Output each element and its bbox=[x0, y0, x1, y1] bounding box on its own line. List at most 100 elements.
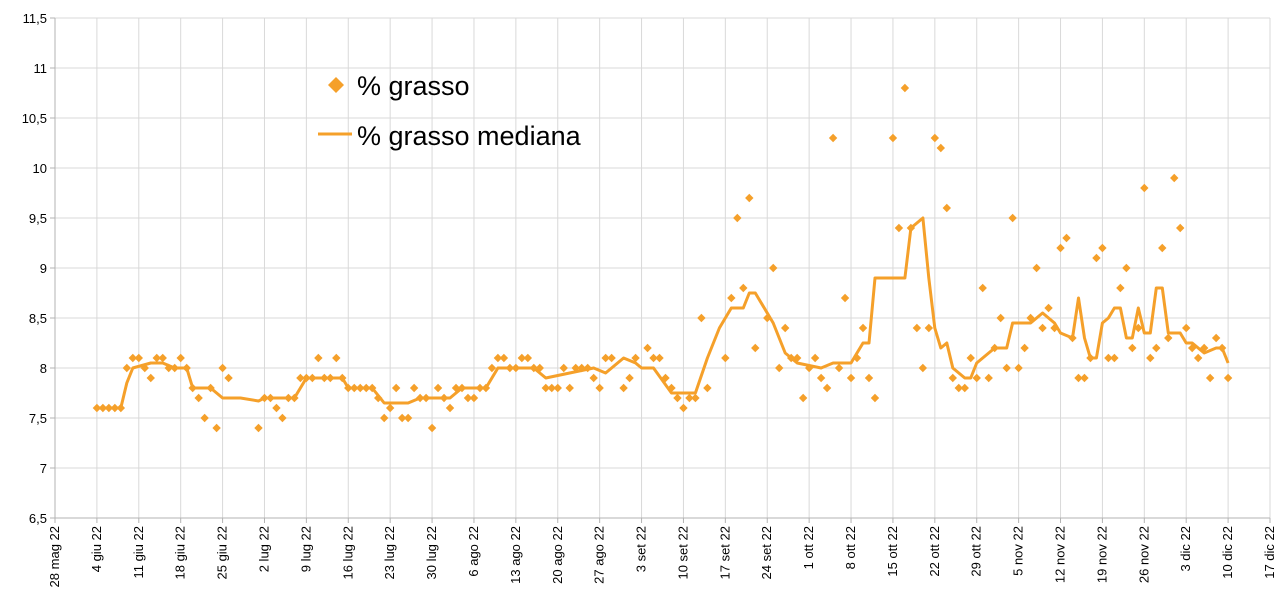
x-tick-label: 6 ago 22 bbox=[466, 526, 481, 577]
data-point-diamond bbox=[385, 403, 395, 413]
data-point-diamond bbox=[870, 393, 880, 403]
x-tick-label: 2 lug 22 bbox=[256, 526, 271, 572]
x-tick-label: 3 set 22 bbox=[634, 526, 649, 572]
data-point-diamond bbox=[487, 363, 497, 373]
data-point-diamond bbox=[1164, 333, 1173, 343]
y-tick-label: 10,5 bbox=[22, 111, 47, 126]
y-tick-label: 9,5 bbox=[29, 211, 47, 226]
data-point-diamond bbox=[1002, 363, 1011, 373]
points-series bbox=[92, 83, 1233, 433]
data-point-diamond bbox=[212, 423, 221, 433]
data-point-diamond bbox=[1092, 253, 1101, 263]
data-point-diamond bbox=[553, 383, 562, 393]
data-point-diamond bbox=[1182, 323, 1191, 333]
data-point-diamond bbox=[1176, 223, 1185, 233]
data-point-diamond bbox=[721, 353, 730, 363]
x-tick-label: 15 ott 22 bbox=[885, 526, 900, 577]
data-point-diamond bbox=[116, 403, 126, 413]
data-point-diamond bbox=[1026, 313, 1035, 323]
data-point-diamond bbox=[152, 353, 161, 363]
x-tick-label: 13 ago 22 bbox=[508, 526, 523, 584]
data-point-diamond bbox=[1098, 243, 1107, 253]
data-point-diamond bbox=[529, 363, 539, 373]
data-point-diamond bbox=[140, 363, 149, 373]
data-point-diamond bbox=[296, 373, 305, 383]
data-point-diamond bbox=[1134, 323, 1143, 333]
data-point-diamond bbox=[775, 363, 784, 373]
data-point-diamond bbox=[1140, 183, 1149, 193]
y-tick-label: 10 bbox=[33, 161, 47, 176]
data-point-diamond bbox=[703, 383, 712, 393]
x-tick-label: 8 ott 22 bbox=[843, 526, 858, 569]
data-point-diamond bbox=[290, 393, 299, 403]
data-point-diamond bbox=[379, 413, 389, 423]
data-point-diamond bbox=[745, 193, 754, 203]
data-point-diamond bbox=[224, 373, 233, 383]
data-point-diamond bbox=[1068, 333, 1077, 343]
data-point-diamond bbox=[858, 323, 868, 333]
data-point-diamond bbox=[661, 373, 670, 383]
data-point-diamond bbox=[445, 403, 455, 413]
x-tick-label: 12 nov 22 bbox=[1053, 526, 1068, 583]
data-point-diamond bbox=[1050, 323, 1059, 333]
x-tick-label: 4 giu 22 bbox=[89, 526, 104, 572]
data-point-diamond bbox=[368, 383, 377, 393]
data-point-diamond bbox=[1044, 303, 1053, 313]
data-point-diamond bbox=[667, 383, 676, 393]
x-tick-label: 28 mag 22 bbox=[47, 526, 62, 587]
data-point-diamond bbox=[457, 383, 467, 393]
data-point-diamond bbox=[475, 383, 485, 393]
data-point-diamond bbox=[511, 363, 521, 373]
data-point-diamond bbox=[990, 343, 999, 353]
data-point-diamond bbox=[1074, 373, 1083, 383]
data-point-diamond bbox=[1128, 343, 1137, 353]
data-point-diamond bbox=[164, 363, 173, 373]
y-tick-label: 9 bbox=[40, 261, 47, 276]
data-point-diamond bbox=[397, 413, 407, 423]
x-tick-label: 22 ott 22 bbox=[927, 526, 942, 577]
data-point-diamond bbox=[601, 353, 610, 363]
data-point-diamond bbox=[415, 393, 425, 403]
x-tick-label: 27 ago 22 bbox=[592, 526, 607, 584]
x-tick-label: 11 giu 22 bbox=[131, 526, 146, 579]
legend: % grasso % grasso mediana bbox=[318, 71, 582, 151]
data-point-diamond bbox=[966, 353, 975, 363]
data-point-diamond bbox=[906, 223, 916, 233]
data-point-diamond bbox=[463, 393, 473, 403]
y-tick-label: 11,5 bbox=[23, 11, 47, 26]
data-point-diamond bbox=[194, 393, 203, 403]
data-point-diamond bbox=[254, 423, 263, 433]
data-point-diamond bbox=[272, 403, 281, 413]
y-axis-ticks: 6,5 7 7,5 8 8,5 9 9,5 10 10,5 11 11,5 bbox=[22, 11, 55, 526]
data-point-diamond bbox=[146, 373, 155, 383]
data-point-diamond bbox=[727, 293, 736, 303]
data-point-diamond bbox=[158, 353, 167, 363]
data-point-diamond bbox=[1104, 353, 1113, 363]
data-point-diamond bbox=[188, 383, 197, 393]
data-point-diamond bbox=[517, 353, 527, 363]
data-point-diamond bbox=[182, 363, 191, 373]
data-point-diamond bbox=[954, 383, 963, 393]
data-point-diamond bbox=[1062, 233, 1071, 243]
data-point-diamond bbox=[206, 383, 215, 393]
data-point-diamond bbox=[643, 343, 652, 353]
data-point-diamond bbox=[1193, 353, 1203, 363]
data-point-diamond bbox=[649, 353, 658, 363]
x-tick-label: 10 set 22 bbox=[675, 526, 690, 580]
data-point-diamond bbox=[421, 393, 431, 403]
data-point-diamond bbox=[786, 353, 796, 363]
data-point-diamond bbox=[439, 393, 449, 403]
data-point-diamond bbox=[356, 383, 365, 393]
data-point-diamond bbox=[577, 363, 586, 373]
x-tick-label: 10 dic 22 bbox=[1220, 526, 1235, 579]
x-tick-label: 19 nov 22 bbox=[1094, 526, 1109, 583]
data-point-diamond bbox=[804, 363, 814, 373]
data-point-diamond bbox=[523, 353, 533, 363]
data-point-diamond bbox=[266, 393, 275, 403]
x-tick-label: 17 dic 22 bbox=[1262, 526, 1277, 579]
data-point-diamond bbox=[625, 373, 634, 383]
data-point-diamond bbox=[326, 373, 335, 383]
data-point-diamond bbox=[170, 363, 179, 373]
x-tick-label: 3 dic 22 bbox=[1178, 526, 1193, 572]
